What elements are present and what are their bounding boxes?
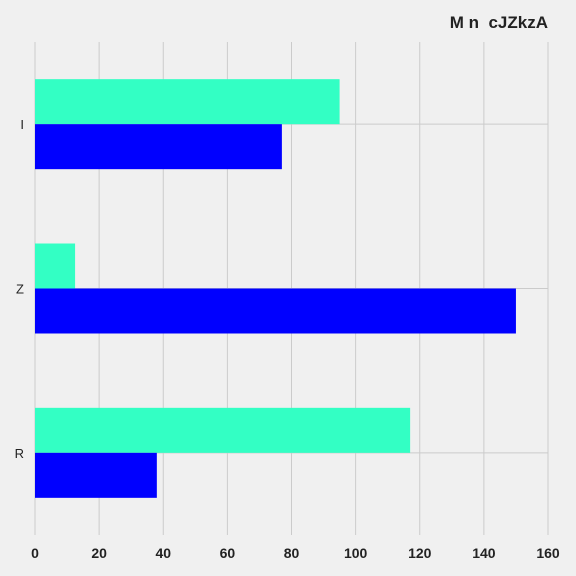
bar xyxy=(35,407,411,453)
x-tick-label: 80 xyxy=(284,545,300,561)
bar xyxy=(35,243,76,289)
bar xyxy=(35,452,157,498)
bar xyxy=(35,124,282,170)
bars xyxy=(35,79,516,498)
x-tick-label: 120 xyxy=(408,545,432,561)
bar xyxy=(35,79,340,125)
x-axis-tick-labels: 0 20 40 60 80 100 120 140 160 xyxy=(31,545,560,561)
y-axis-tick-labels: I Z R xyxy=(15,117,24,461)
y-tick-label: I xyxy=(20,117,24,132)
x-tick-label: 100 xyxy=(344,545,368,561)
y-tick-label: R xyxy=(15,446,24,461)
x-tick-label: 160 xyxy=(536,545,560,561)
x-tick-label: 20 xyxy=(91,545,107,561)
x-tick-label: 140 xyxy=(472,545,496,561)
chart-title: M n cJZkzA xyxy=(450,13,548,32)
x-tick-label: 40 xyxy=(155,545,171,561)
y-tick-label: Z xyxy=(16,282,24,297)
x-tick-label: 0 xyxy=(31,545,39,561)
bar xyxy=(35,288,516,334)
x-tick-label: 60 xyxy=(220,545,236,561)
